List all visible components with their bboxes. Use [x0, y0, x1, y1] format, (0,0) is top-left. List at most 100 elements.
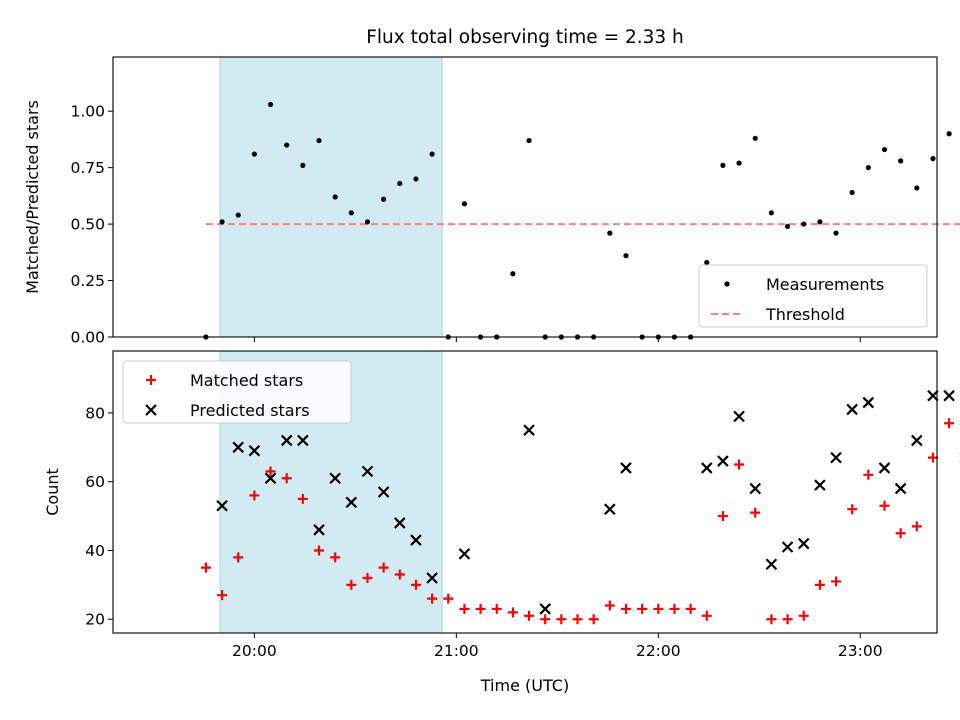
data-point — [364, 219, 371, 225]
data-point — [313, 524, 325, 536]
data-point — [280, 434, 293, 447]
data-point — [233, 552, 244, 563]
data-point — [700, 462, 713, 474]
data-point — [894, 482, 907, 495]
y-axis-label: Matched/Predicted stars — [23, 100, 42, 294]
data-point — [539, 603, 551, 615]
data-point — [267, 101, 274, 108]
data-point — [927, 389, 939, 402]
data-point — [330, 552, 341, 563]
data-point — [235, 212, 241, 218]
data-point — [943, 389, 955, 402]
data-point — [216, 499, 228, 512]
data-point — [863, 469, 874, 480]
y-tick-label: 40 — [85, 542, 105, 560]
data-point — [397, 180, 403, 187]
data-point — [930, 156, 936, 162]
data-point — [637, 603, 648, 614]
data-point — [410, 579, 421, 590]
legend-swatch — [724, 281, 730, 287]
y-tick-label: 0.00 — [70, 329, 105, 347]
data-point — [394, 569, 405, 580]
chart-title: Flux total observing time = 2.33 h — [366, 27, 684, 48]
y-axis-label: Count — [43, 468, 62, 516]
x-tick-label: 21:00 — [434, 642, 479, 660]
data-point — [510, 271, 516, 277]
data-point — [911, 434, 923, 447]
legend-box — [698, 264, 928, 328]
data-point — [264, 472, 277, 485]
data-point — [846, 403, 858, 416]
data-point — [300, 162, 306, 168]
data-point — [491, 603, 502, 614]
axes-frame — [112, 350, 938, 634]
data-point — [217, 590, 228, 601]
data-point — [831, 576, 842, 587]
data-point — [251, 151, 257, 157]
data-point — [362, 572, 373, 583]
axes-frame — [112, 56, 938, 338]
data-point — [847, 504, 858, 515]
data-point — [768, 210, 774, 216]
data-point — [653, 603, 664, 614]
data-point — [798, 610, 809, 621]
data-point — [914, 185, 920, 191]
data-point — [814, 479, 826, 491]
data-point — [704, 259, 710, 266]
data-point — [620, 462, 632, 474]
data-point — [766, 614, 777, 625]
data-point — [427, 593, 438, 604]
y-tick-label: 0.50 — [70, 216, 105, 234]
data-point — [814, 579, 825, 590]
data-point — [413, 176, 419, 182]
x-axis-label: Time (UTC) — [480, 676, 569, 695]
data-point — [734, 459, 745, 470]
data-point — [717, 455, 729, 467]
data-point — [685, 603, 696, 614]
data-point — [394, 517, 406, 529]
data-point — [895, 528, 906, 539]
data-point — [458, 548, 471, 560]
legend: Measurements Threshold — [698, 264, 928, 328]
data-point — [701, 610, 712, 621]
data-point — [329, 472, 341, 485]
data-point — [833, 230, 839, 236]
y-tick-label: 80 — [85, 404, 105, 422]
legend: Matched stars Predicted stars — [122, 360, 352, 424]
data-point — [297, 434, 309, 447]
y-tick-label: 60 — [85, 473, 105, 491]
ratio-panel: 0.00 0.25 0.50 0.75 1.00 Matched/Predicted st… — [23, 56, 960, 347]
data-point — [620, 603, 631, 614]
x-tick-label: 22:00 — [636, 642, 681, 660]
x-tick-label: 20:00 — [232, 642, 277, 660]
data-point — [507, 607, 518, 618]
data-point — [749, 482, 762, 495]
data-point — [784, 223, 791, 229]
data-point — [911, 521, 922, 532]
x-tick-label: 23:00 — [838, 642, 883, 660]
data-point — [801, 221, 807, 227]
data-point — [284, 142, 290, 148]
data-point — [378, 562, 389, 573]
data-point — [927, 452, 938, 463]
data-point — [849, 189, 855, 196]
data-point — [556, 614, 567, 625]
shaded-window — [219, 56, 443, 338]
data-point — [281, 473, 292, 484]
legend-box — [122, 360, 352, 424]
data-point — [297, 493, 308, 504]
y-tick-label: 20 — [85, 611, 105, 629]
legend-label: Measurements — [766, 275, 884, 294]
data-point — [669, 603, 680, 614]
data-point — [717, 511, 728, 522]
data-point — [733, 410, 745, 423]
data-point — [588, 614, 599, 625]
data-point — [878, 462, 891, 474]
legend-label: Predicted stars — [190, 401, 310, 420]
y-tick-label: 0.75 — [70, 159, 105, 177]
data-point — [750, 507, 761, 518]
data-point — [797, 537, 810, 550]
data-point — [817, 219, 823, 225]
data-point — [604, 503, 616, 515]
data-point — [459, 603, 470, 614]
